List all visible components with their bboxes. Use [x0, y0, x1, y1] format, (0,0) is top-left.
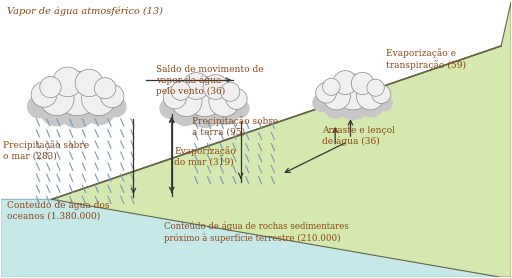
Text: Vapor de água atmosférico (13): Vapor de água atmosférico (13)	[7, 7, 163, 16]
Circle shape	[31, 82, 57, 107]
Circle shape	[221, 82, 240, 101]
Circle shape	[367, 79, 385, 96]
Circle shape	[57, 88, 98, 128]
Circle shape	[53, 67, 82, 97]
Circle shape	[184, 76, 225, 116]
Circle shape	[372, 85, 391, 103]
Circle shape	[81, 82, 116, 116]
Circle shape	[171, 81, 190, 100]
Text: Conteúdo de água dos
oceanos (1.380.000): Conteúdo de água dos oceanos (1.380.000)	[7, 201, 110, 221]
Circle shape	[336, 88, 370, 120]
Circle shape	[356, 83, 385, 110]
Circle shape	[105, 96, 126, 117]
Circle shape	[183, 73, 210, 99]
Text: Evaporização e
transpiração (59): Evaporização e transpiração (59)	[386, 48, 466, 70]
Circle shape	[100, 85, 124, 108]
Circle shape	[171, 98, 200, 126]
Circle shape	[40, 76, 61, 98]
Circle shape	[75, 69, 103, 97]
Circle shape	[55, 71, 100, 116]
Polygon shape	[52, 1, 511, 277]
Circle shape	[209, 86, 240, 116]
Text: Precipitação sobre
a terra (95): Precipitação sobre a terra (95)	[192, 116, 279, 136]
Text: Evaporização
do mar (319): Evaporização do mar (319)	[174, 147, 236, 167]
Circle shape	[323, 93, 349, 118]
Circle shape	[333, 71, 357, 95]
Circle shape	[351, 72, 374, 95]
Circle shape	[376, 94, 393, 111]
Circle shape	[163, 86, 186, 109]
Circle shape	[94, 78, 116, 99]
Circle shape	[171, 86, 202, 116]
Circle shape	[159, 98, 181, 119]
Text: Arraste e lençol
de água (36): Arraste e lençol de água (36)	[323, 126, 395, 147]
Circle shape	[40, 95, 72, 126]
Text: Precipitação sobre
o mar (283): Precipitação sobre o mar (283)	[3, 140, 90, 161]
Circle shape	[203, 75, 228, 99]
Circle shape	[358, 92, 385, 118]
Circle shape	[323, 78, 340, 95]
Circle shape	[226, 88, 247, 110]
Text: Conteúdo de água de rochas sedimentares
próximo à superfície terrestre (210.000): Conteúdo de água de rochas sedimentares …	[164, 222, 349, 243]
Circle shape	[335, 74, 371, 110]
Polygon shape	[1, 46, 501, 277]
Text: Saldo de movimento de
vapor da água
pelo vento (36): Saldo de movimento de vapor da água pelo…	[157, 65, 264, 96]
Circle shape	[230, 99, 249, 118]
Circle shape	[40, 82, 74, 116]
Circle shape	[323, 83, 350, 110]
Circle shape	[312, 93, 331, 112]
Circle shape	[211, 96, 240, 125]
Circle shape	[186, 92, 223, 128]
Circle shape	[316, 83, 336, 103]
Circle shape	[84, 93, 116, 125]
Circle shape	[27, 95, 51, 118]
